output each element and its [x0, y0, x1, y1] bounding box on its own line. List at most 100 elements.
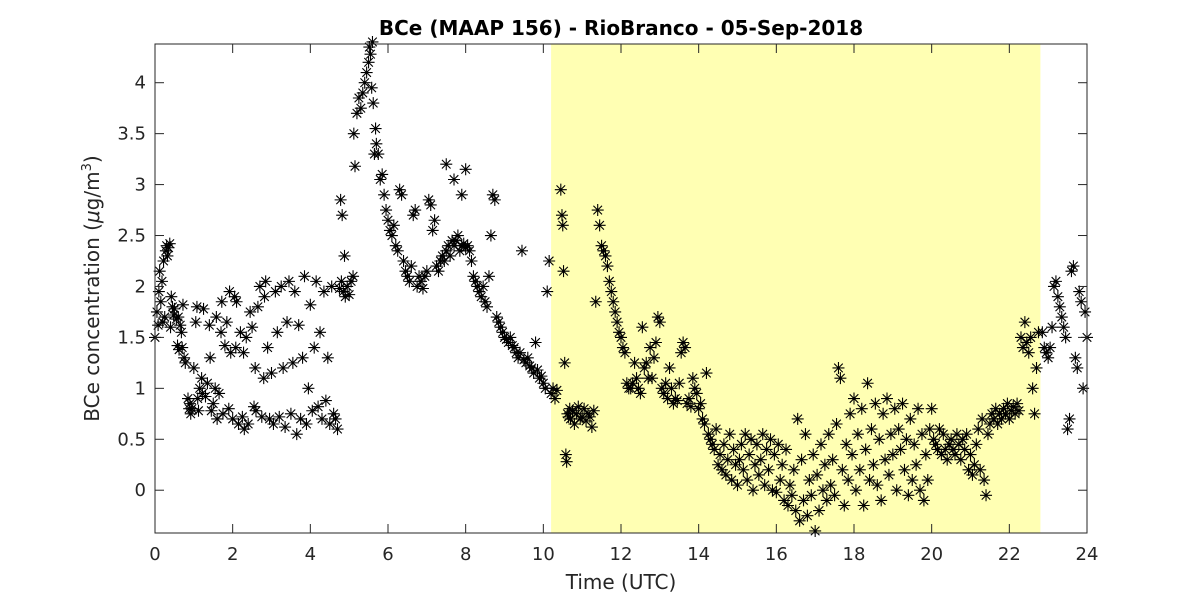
data-point-marker [842, 474, 855, 487]
data-point-marker [824, 479, 837, 492]
data-point-marker [739, 428, 752, 441]
data-point-marker [980, 489, 993, 502]
data-point-marker [945, 433, 958, 446]
data-point-marker [317, 285, 330, 298]
data-point-marker [638, 361, 651, 374]
data-point-marker [960, 428, 973, 441]
data-point-marker [646, 372, 659, 385]
data-point-marker [1075, 295, 1088, 308]
data-point-marker [189, 316, 202, 329]
data-point-marker [514, 346, 527, 359]
data-point-marker [547, 382, 560, 395]
data-point-marker [983, 417, 996, 430]
data-point-marker [884, 428, 897, 441]
data-point-marker [811, 468, 824, 481]
data-point-marker [797, 494, 810, 507]
data-point-marker [369, 122, 382, 135]
data-point-marker [729, 458, 742, 471]
data-point-marker [242, 417, 255, 430]
data-point-marker [634, 387, 647, 400]
data-point-marker [500, 333, 513, 346]
data-point-marker [900, 433, 913, 446]
y-tick-label: 0 [135, 480, 146, 501]
data-point-marker [329, 412, 342, 425]
data-point-marker [331, 423, 344, 436]
data-point-marker [1073, 285, 1086, 298]
x-tick-label: 12 [610, 544, 633, 565]
data-point-marker [184, 407, 197, 420]
data-point-marker [1001, 397, 1014, 410]
data-point-marker [795, 453, 808, 466]
y-axis-ticks: 0 0.5 1 1.5 2 2.5 3 3.5 4 [117, 73, 1087, 501]
data-point-marker [626, 377, 639, 390]
y-tick-label: 4 [135, 73, 146, 94]
data-point-marker [785, 489, 798, 502]
data-point-marker [663, 361, 676, 374]
data-point-marker [465, 254, 478, 267]
data-point-marker [273, 410, 286, 423]
data-point-marker [952, 438, 965, 451]
data-point-marker [686, 372, 699, 385]
data-point-marker [607, 295, 620, 308]
data-point-marker [162, 241, 175, 254]
data-point-marker [298, 270, 311, 283]
data-point-marker [1046, 321, 1059, 334]
data-point-marker [240, 331, 253, 344]
data-point-marker [211, 412, 224, 425]
data-point-marker [312, 400, 325, 413]
x-tick-label: 4 [305, 544, 316, 565]
data-point-marker [167, 308, 180, 321]
data-point-marker [486, 188, 499, 201]
data-point-marker [762, 463, 775, 476]
data-point-marker [488, 193, 501, 206]
data-point-marker [519, 356, 532, 369]
x-tick-label: 2 [227, 544, 238, 565]
data-point-marker [216, 407, 229, 420]
data-point-marker [399, 265, 412, 278]
data-point-marker [750, 438, 763, 451]
data-point-marker [624, 382, 637, 395]
data-point-marker [766, 484, 779, 497]
data-point-marker [380, 204, 393, 217]
data-point-marker [512, 351, 525, 364]
data-point-marker [448, 239, 461, 252]
data-point-marker [904, 412, 917, 425]
data-point-marker [583, 410, 596, 423]
data-point-marker [155, 275, 168, 288]
data-point-marker [383, 224, 396, 237]
y-tick-label: 1.5 [117, 327, 146, 348]
data-point-marker [467, 270, 480, 283]
data-point-marker [719, 468, 732, 481]
data-point-marker [570, 407, 583, 420]
data-point-marker [555, 209, 568, 222]
data-point-marker [789, 504, 802, 517]
data-point-marker [185, 402, 198, 415]
data-point-marker [226, 412, 239, 425]
data-point-marker [853, 463, 866, 476]
data-point-marker [378, 188, 391, 201]
data-point-marker [675, 346, 688, 359]
data-point-marker [910, 458, 923, 471]
data-point-marker [741, 474, 754, 487]
data-point-marker [281, 316, 294, 329]
data-point-marker [556, 219, 569, 232]
data-point-marker [1036, 326, 1049, 339]
data-point-marker [857, 499, 870, 512]
data-point-marker [204, 351, 217, 364]
data-point-marker [203, 319, 216, 332]
data-point-marker [906, 474, 919, 487]
data-point-marker [679, 341, 692, 354]
data-point-marker [962, 463, 975, 476]
data-point-marker [482, 270, 495, 283]
data-point-marker [929, 438, 942, 451]
data-point-marker [927, 433, 940, 446]
data-point-marker [572, 400, 585, 413]
data-point-marker [616, 341, 629, 354]
data-point-marker [236, 410, 249, 423]
y-tick-label: 3 [135, 175, 146, 196]
data-point-marker [908, 438, 921, 451]
data-point-marker [248, 400, 261, 413]
data-point-marker [1065, 265, 1078, 278]
data-point-marker [799, 428, 812, 441]
y-axis-label-unit: g/m [80, 171, 104, 210]
